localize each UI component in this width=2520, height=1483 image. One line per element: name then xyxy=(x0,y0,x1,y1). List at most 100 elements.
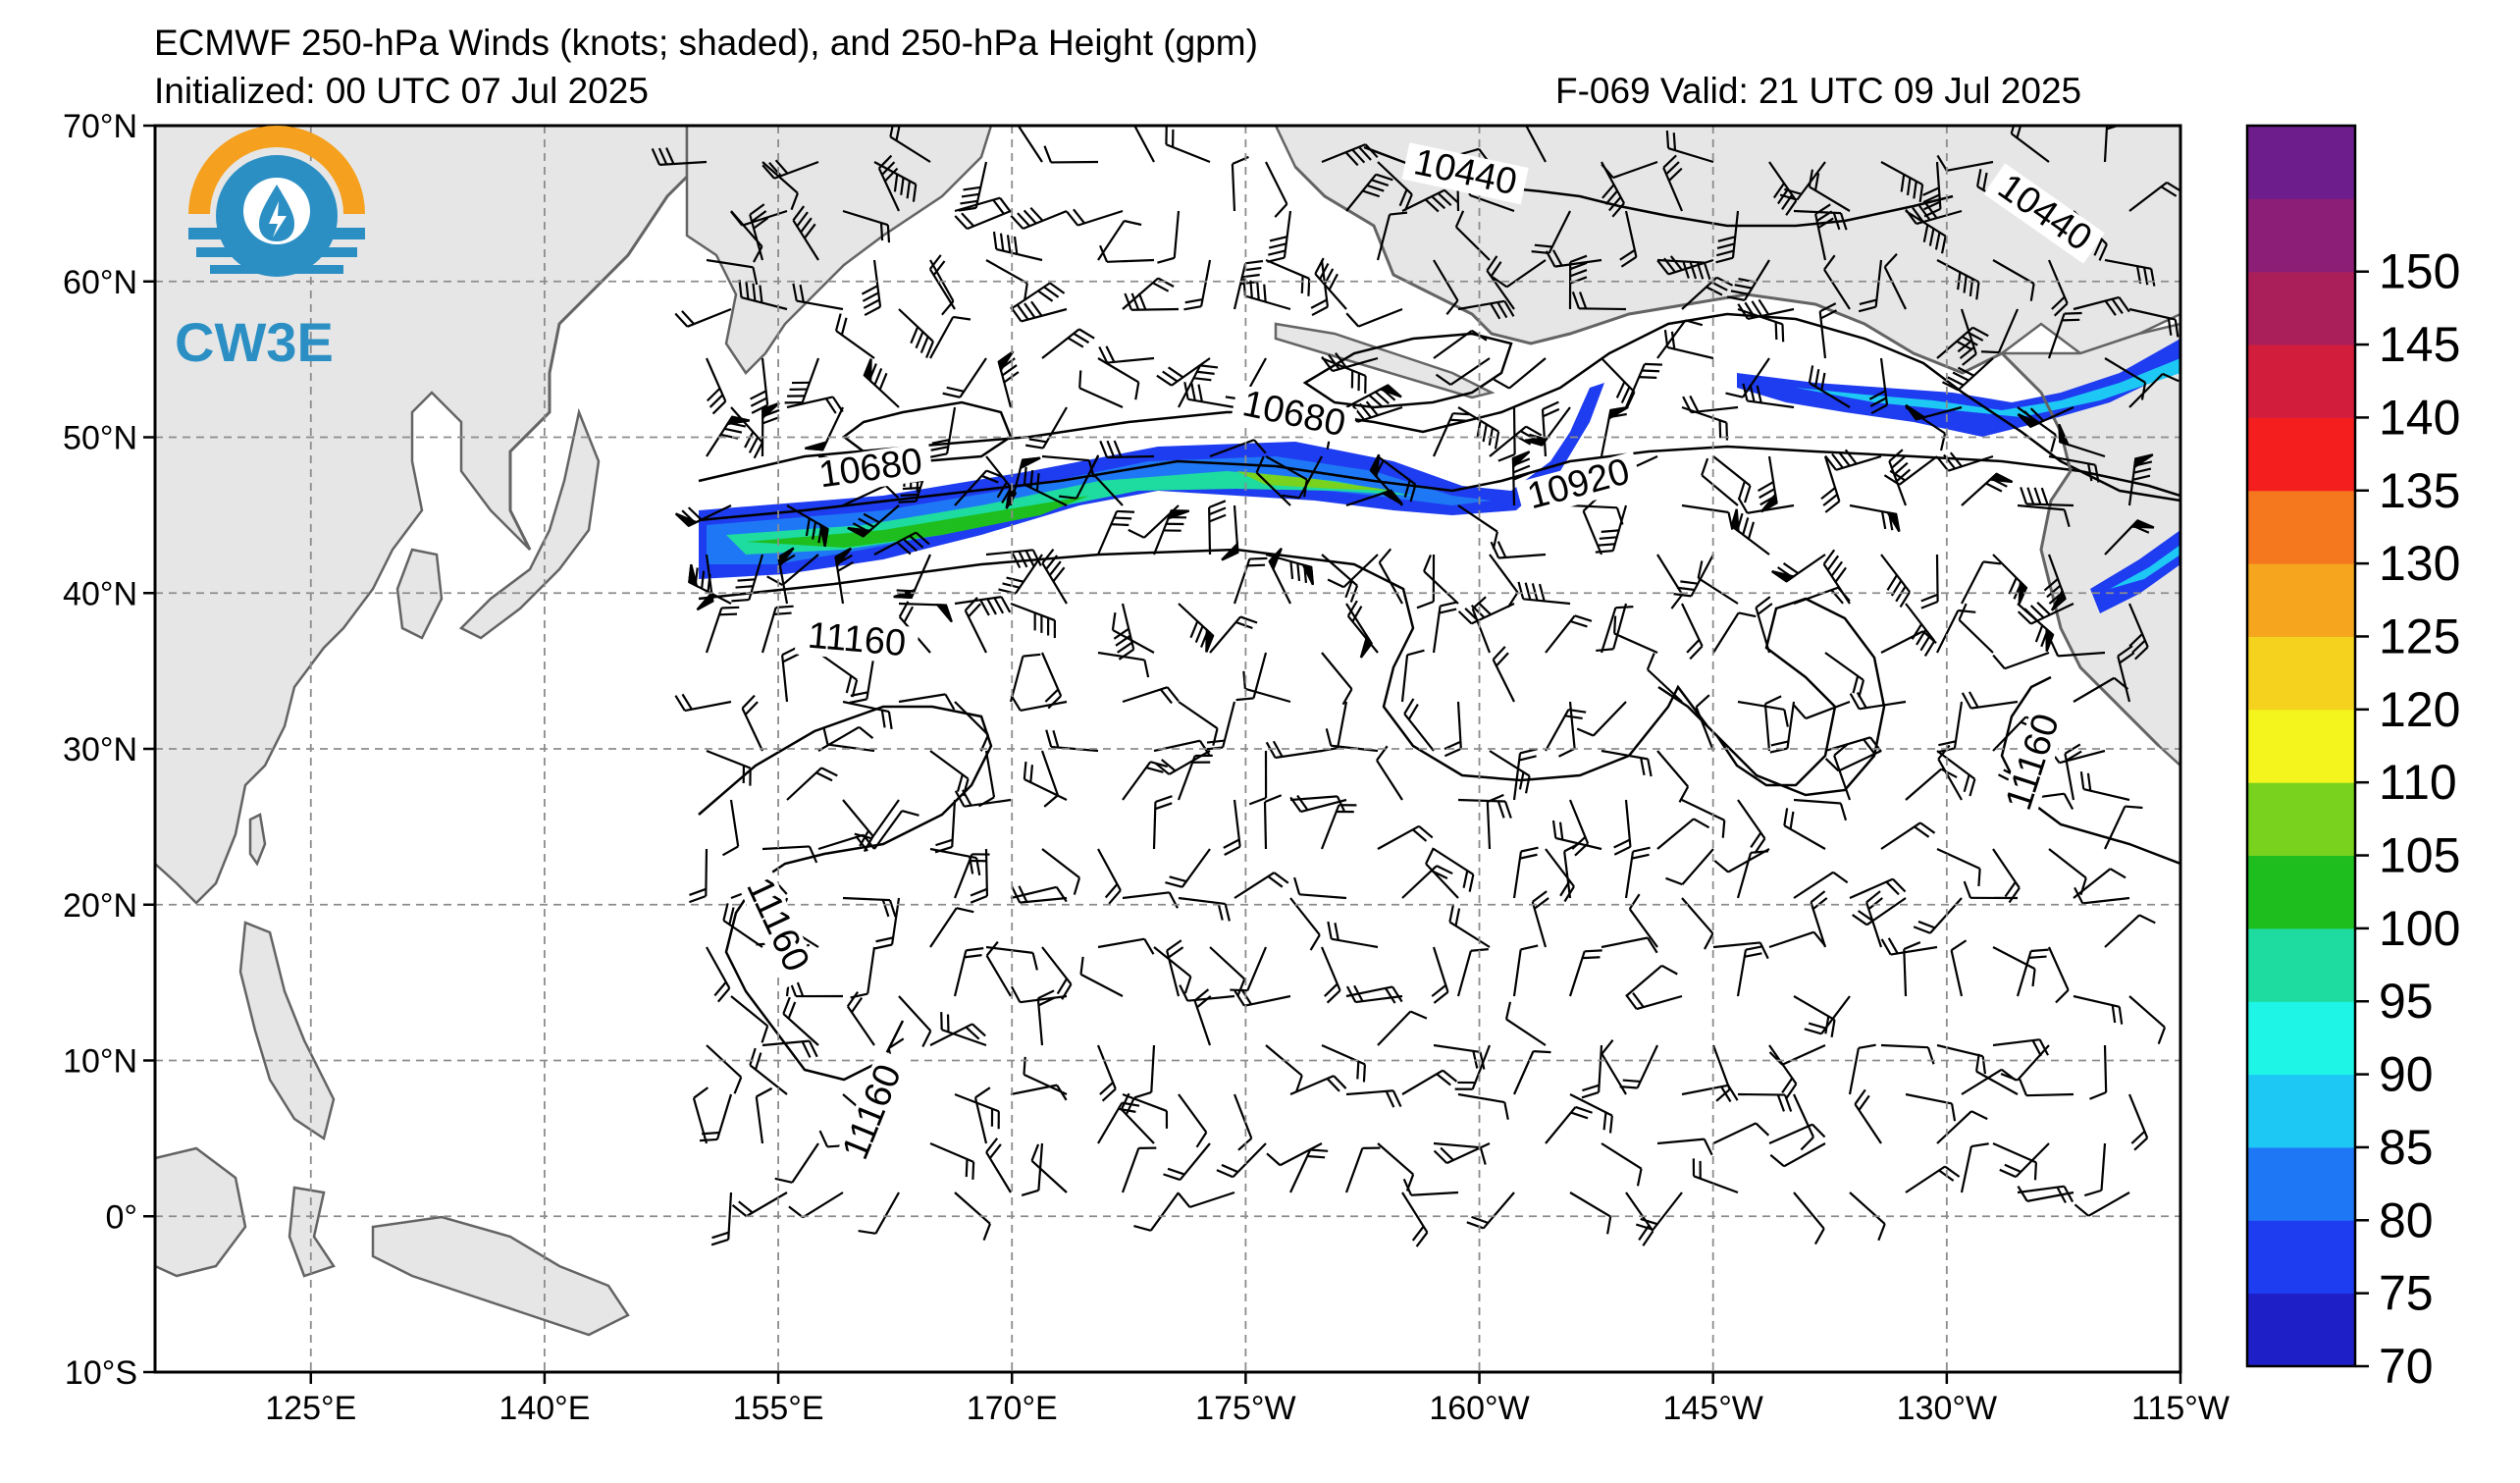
valid-time: F-069 Valid: 21 UTC 09 Jul 2025 xyxy=(1555,71,2082,111)
wind-barb xyxy=(1122,686,1180,705)
taiwan-island xyxy=(248,813,267,867)
wind-barb xyxy=(1941,357,1994,392)
wind-barb xyxy=(1656,319,1704,359)
alaska-coastline xyxy=(1293,165,2161,748)
wind-barb xyxy=(1755,596,1773,654)
wind-barb xyxy=(985,1138,1012,1193)
colorbar-label: 140 xyxy=(2379,390,2460,445)
wind-barb xyxy=(1768,1043,1826,1066)
wind-barb xyxy=(1401,1069,1458,1095)
wind-barb xyxy=(2073,868,2126,899)
wind-barb xyxy=(973,1086,991,1144)
contour-label-bg xyxy=(1983,163,2105,264)
colorbar-swatch xyxy=(2247,709,2355,783)
wind-barb xyxy=(1541,400,1560,457)
wind-barb xyxy=(2104,357,2147,400)
wind-barb xyxy=(1737,700,1789,727)
wind-barb xyxy=(1818,302,1838,359)
wind-barb xyxy=(1078,370,1124,409)
coastlines xyxy=(508,165,2161,748)
wind-barb xyxy=(1763,695,1782,752)
wind-barb xyxy=(1905,403,1963,421)
wind-barb xyxy=(1099,244,1155,263)
wind-barb xyxy=(1010,695,1068,713)
lon-tick-label: 160°W xyxy=(1429,1390,1529,1427)
jet-band-gulf-alaska-inner xyxy=(1796,358,2180,417)
wind-barb xyxy=(873,531,930,556)
wind-barb xyxy=(1448,904,1491,948)
wind-barb xyxy=(1433,1141,1487,1165)
cw3e-water-drop-lightning-icon xyxy=(188,126,365,277)
wind-barb xyxy=(1757,455,1778,513)
colorbar-swatch xyxy=(2247,1146,2355,1221)
wind-barb xyxy=(749,1047,788,1095)
wind-barb xyxy=(1040,750,1060,808)
wind-barb xyxy=(1601,749,1653,777)
wind-barb xyxy=(1568,949,1602,997)
wind-barb xyxy=(954,1192,991,1242)
wind-barb xyxy=(1023,761,1068,801)
wind-barb xyxy=(1066,208,1124,227)
wind-barb xyxy=(1466,1192,1515,1230)
colorbar-label: 80 xyxy=(2379,1192,2434,1247)
wind-barb xyxy=(1209,439,1267,458)
wind-barb xyxy=(985,259,1028,301)
jet-band-100 xyxy=(1236,471,1393,491)
wind-barb xyxy=(1263,794,1283,850)
wind-barb xyxy=(741,694,763,752)
wind-barb xyxy=(2073,295,2130,316)
wind-barb xyxy=(1695,694,1715,752)
wind-barb xyxy=(1432,601,1458,654)
wind-barb xyxy=(1024,406,1068,450)
wind-barb xyxy=(1903,941,1921,997)
lat-tick-label: 70°N xyxy=(63,108,137,145)
wind-barb xyxy=(1043,145,1099,164)
wind-barb xyxy=(674,307,732,328)
wind-barb xyxy=(1401,188,1458,213)
wind-barb xyxy=(1824,449,1882,471)
wind-barb xyxy=(817,833,875,852)
wind-barb xyxy=(1992,1038,2050,1057)
wind-barb xyxy=(689,848,709,904)
wind-barb xyxy=(1880,630,1937,654)
lat-tick-label: 60°N xyxy=(63,264,137,301)
wind-barb xyxy=(1600,606,1634,654)
contour-label-bg xyxy=(1515,450,1643,519)
wind-barb xyxy=(1099,440,1155,459)
wind-barb xyxy=(1793,1192,1825,1245)
wind-barb xyxy=(1888,449,1912,506)
wind-barb xyxy=(1489,750,1531,794)
colorbar-label: 85 xyxy=(2379,1120,2434,1175)
wind-barb xyxy=(1712,455,1752,503)
wind-barb xyxy=(774,1142,819,1184)
colorbar-label: 120 xyxy=(2379,682,2460,737)
wind-barb xyxy=(1517,581,1571,606)
wind-barb xyxy=(2104,519,2155,556)
wind-barb xyxy=(1823,254,1851,310)
wind-barb xyxy=(1793,1093,1815,1151)
wind-barb xyxy=(1662,154,1684,212)
wind-barb xyxy=(674,693,732,713)
wind-barb xyxy=(1545,614,1593,654)
wind-barb xyxy=(738,280,788,311)
wind-barb xyxy=(1234,872,1289,899)
wind-barb xyxy=(1079,956,1124,997)
wind-barb xyxy=(1624,362,1662,408)
wind-barb xyxy=(1737,1092,1793,1112)
wind-barb xyxy=(1880,821,1936,850)
lat-tick-label: 30°N xyxy=(63,731,137,768)
wind-barb xyxy=(1289,897,1321,951)
colorbar-label: 70 xyxy=(2379,1339,2434,1394)
wind-barb xyxy=(1958,603,1994,654)
wind-barb xyxy=(1021,1142,1044,1197)
wind-barb xyxy=(1992,651,2050,670)
wind-barb xyxy=(940,1012,987,1047)
wind-barb xyxy=(1504,1001,1547,1046)
wind-barb xyxy=(805,406,844,451)
wind-barb xyxy=(1737,497,1795,514)
lon-tick-label: 130°W xyxy=(1897,1390,1997,1427)
wind-barb xyxy=(1545,249,1602,268)
wind-barb xyxy=(1327,554,1379,589)
wind-barb xyxy=(1601,357,1636,409)
